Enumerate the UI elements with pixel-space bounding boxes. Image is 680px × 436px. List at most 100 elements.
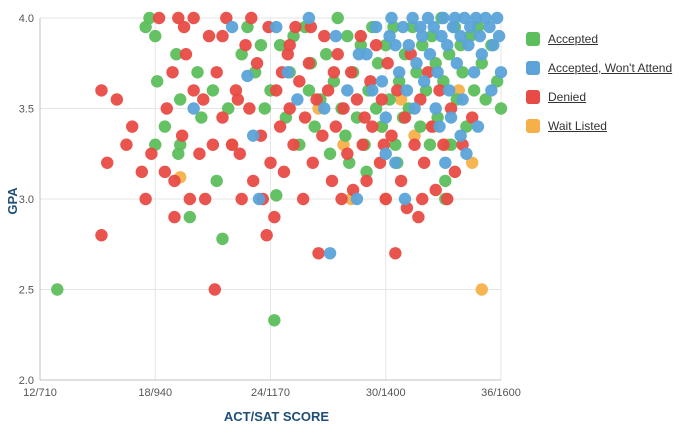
- data-point-accepted-wont-attend: [467, 66, 481, 79]
- data-point-accepted-wont-attend: [471, 120, 485, 133]
- data-point-accepted: [302, 84, 316, 97]
- data-point-denied: [260, 229, 273, 242]
- data-point-accepted-wont-attend: [464, 20, 477, 34]
- data-point-denied: [321, 84, 335, 97]
- legend-item-denied[interactable]: Denied: [526, 88, 672, 106]
- data-point-accepted-wont-attend: [483, 20, 496, 34]
- legend-item-wait-listed[interactable]: Wait Listed: [526, 117, 672, 135]
- data-point-accepted-wont-attend: [323, 247, 337, 260]
- data-point-accepted-wont-attend: [369, 20, 383, 34]
- data-point-accepted: [150, 75, 164, 88]
- data-point-denied: [126, 120, 139, 133]
- data-point-accepted-wont-attend: [389, 38, 402, 52]
- data-point-wait-listed: [408, 129, 421, 142]
- data-point-denied: [160, 102, 173, 115]
- data-point-denied: [289, 20, 302, 34]
- data-point-accepted: [216, 232, 229, 246]
- data-point-denied: [179, 48, 193, 61]
- data-point-accepted: [174, 93, 187, 106]
- data-point-denied: [135, 165, 149, 179]
- data-point-accepted-wont-attend: [433, 120, 446, 133]
- data-point-denied: [206, 138, 220, 151]
- data-point-accepted-wont-attend: [392, 66, 406, 79]
- legend: Accepted Accepted, Won't Attend Denied W…: [526, 30, 672, 146]
- data-point-denied: [216, 111, 229, 124]
- data-point-accepted: [183, 210, 197, 224]
- data-point-denied: [433, 84, 446, 97]
- data-point-denied: [152, 11, 166, 25]
- data-point-accepted-wont-attend: [366, 84, 379, 97]
- data-point-denied: [245, 11, 258, 25]
- data-point-accepted-wont-attend: [375, 75, 389, 88]
- data-point-accepted-wont-attend: [396, 20, 410, 34]
- data-point-denied: [366, 120, 379, 133]
- data-point-accepted-wont-attend: [469, 11, 483, 25]
- data-point-accepted: [210, 174, 223, 188]
- data-point-accepted: [456, 66, 469, 79]
- legend-item-accepted-wont-attend[interactable]: Accepted, Won't Attend: [526, 59, 672, 77]
- data-point-accepted-wont-attend: [444, 111, 458, 124]
- data-point-denied: [198, 192, 212, 206]
- data-point-accepted-wont-attend: [441, 38, 454, 52]
- data-point-accepted-wont-attend: [454, 29, 467, 43]
- data-point-denied: [247, 174, 260, 188]
- data-point-denied: [385, 129, 398, 142]
- data-point-denied: [208, 283, 221, 296]
- data-point-accepted-wont-attend: [406, 11, 419, 25]
- data-point-accepted: [258, 102, 271, 115]
- data-point-accepted-wont-attend: [329, 29, 343, 43]
- data-point-denied: [369, 38, 383, 52]
- data-point-denied: [231, 93, 245, 106]
- data-point-accepted: [339, 129, 352, 142]
- data-point-accepted: [494, 102, 508, 115]
- data-point-denied: [273, 120, 287, 133]
- data-point-accepted-wont-attend: [410, 57, 423, 70]
- data-point-denied: [327, 66, 341, 79]
- data-point-denied: [448, 165, 462, 179]
- data-point-denied: [139, 192, 152, 206]
- data-point-accepted: [51, 283, 64, 296]
- data-point-denied: [298, 111, 312, 124]
- data-point-accepted: [439, 174, 452, 188]
- data-point-denied: [296, 192, 310, 206]
- data-point-accepted-wont-attend: [400, 84, 414, 97]
- data-point-denied: [381, 57, 394, 70]
- data-point-accepted: [327, 75, 341, 88]
- data-point-accepted-wont-attend: [402, 38, 415, 52]
- data-point-accepted-wont-attend: [427, 20, 440, 34]
- data-point-denied: [293, 75, 306, 88]
- legend-label-accepted-wont-attend: Accepted, Won't Attend: [548, 61, 673, 75]
- data-point-denied: [243, 102, 256, 115]
- data-point-denied: [437, 138, 450, 151]
- data-point-accepted-wont-attend: [431, 66, 444, 79]
- data-point-denied: [168, 174, 181, 188]
- legend-item-accepted[interactable]: Accepted: [526, 30, 672, 48]
- data-point-denied: [358, 111, 371, 124]
- x-tick-label: 36/1600: [481, 387, 521, 399]
- data-point-accepted-wont-attend: [454, 129, 467, 142]
- data-point-accepted: [369, 102, 383, 115]
- data-point-accepted-wont-attend: [473, 29, 487, 43]
- data-point-denied: [235, 192, 248, 206]
- x-tick-label: 12/710: [23, 387, 57, 399]
- data-point-accepted: [323, 147, 337, 160]
- data-point-denied: [101, 156, 114, 169]
- data-point-accepted-wont-attend: [270, 20, 283, 34]
- data-point-accepted: [206, 84, 220, 97]
- data-point-denied: [429, 183, 442, 197]
- data-point-denied: [316, 129, 329, 142]
- data-point-accepted-wont-attend: [302, 11, 316, 25]
- data-point-denied: [210, 66, 223, 79]
- data-point-denied: [187, 11, 200, 25]
- data-point-denied: [220, 11, 233, 25]
- data-point-accepted-wont-attend: [421, 11, 435, 25]
- data-point-accepted: [416, 38, 429, 52]
- data-point-denied: [306, 156, 319, 169]
- data-point-denied: [417, 156, 431, 169]
- data-point-accepted-wont-attend: [442, 84, 456, 97]
- data-point-accepted: [341, 29, 354, 43]
- data-point-accepted: [460, 120, 473, 133]
- y-tick-label: 4.0: [19, 13, 34, 25]
